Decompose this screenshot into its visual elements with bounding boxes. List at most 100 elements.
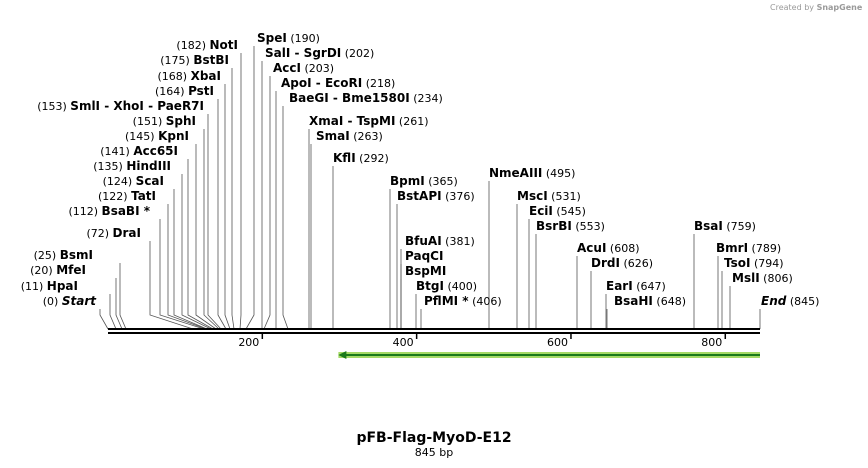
- site-label[interactable]: KflI (292): [333, 151, 389, 165]
- site-label[interactable]: MslI (806): [732, 271, 793, 285]
- site-label[interactable]: BmrI (789): [716, 241, 781, 255]
- site-name: HindIII: [126, 159, 171, 173]
- site-label[interactable]: BfuAI (381): [405, 234, 475, 248]
- site-label[interactable]: SmaI (263): [316, 129, 383, 143]
- site-label[interactable]: AccI (203): [273, 61, 334, 75]
- site-name: BsrBI: [536, 219, 572, 233]
- site-label[interactable]: BsaHI (648): [614, 294, 686, 308]
- site-position: (190): [290, 32, 320, 45]
- site-label[interactable]: EciI (545): [529, 204, 586, 218]
- site-position: (202): [345, 47, 375, 60]
- site-label[interactable]: PflMI * (406): [424, 294, 502, 308]
- site-label[interactable]: BaeGI - Bme1580I (234): [289, 91, 443, 105]
- site-connector: [224, 84, 231, 330]
- site-connector: [239, 53, 242, 330]
- site-label-text: BfuAI (381): [405, 234, 475, 248]
- site-connector: [207, 114, 222, 330]
- site-label[interactable]: (124) ScaI: [103, 174, 164, 188]
- site-position: (175): [160, 54, 190, 67]
- site-label-text: End (845): [761, 294, 819, 308]
- site-label[interactable]: DrdI (626): [591, 256, 653, 270]
- site-position: (263): [353, 130, 383, 143]
- site-label[interactable]: (11) HpaI: [21, 279, 78, 293]
- site-label-text: BstAPI (376): [397, 189, 475, 203]
- site-position: (0): [43, 295, 59, 308]
- site-position: (545): [556, 205, 586, 218]
- site-label[interactable]: AcuI (608): [577, 241, 640, 255]
- site-name: SmlI: [70, 99, 100, 113]
- site-position: (845): [790, 295, 820, 308]
- site-name: SpeI: [257, 31, 287, 45]
- site-label[interactable]: ApoI - EcoRI (218): [281, 76, 395, 90]
- site-label[interactable]: (122) TatI: [98, 189, 156, 203]
- site-connector: [181, 174, 212, 330]
- site-position: (608): [610, 242, 640, 255]
- site-position: (124): [103, 175, 133, 188]
- site-name: NmeAIII: [489, 166, 542, 180]
- site-label[interactable]: NmeAIII (495): [489, 166, 575, 180]
- site-connector: [119, 263, 127, 330]
- site-label[interactable]: MscI (531): [517, 189, 581, 203]
- site-label-text: (11) HpaI: [21, 279, 78, 293]
- site-label-text: (168) XbaI: [158, 69, 222, 83]
- map-length: 845 bp: [415, 446, 453, 459]
- site-label[interactable]: XmaI - TspMI (261): [309, 114, 429, 128]
- site-label[interactable]: (135) HindIII: [93, 159, 171, 173]
- site-label[interactable]: (141) Acc65I: [100, 144, 178, 158]
- ruler-tick-label: 800: [701, 336, 722, 349]
- site-position: (531): [551, 190, 581, 203]
- site-label[interactable]: EarI (647): [606, 279, 666, 293]
- site-position: (168): [158, 70, 188, 83]
- site-label[interactable]: (20) MfeI: [30, 263, 86, 277]
- site-label[interactable]: (164) PstI: [155, 84, 214, 98]
- site-label[interactable]: SpeI (190): [257, 31, 320, 45]
- site-name: EciI: [529, 204, 553, 218]
- site-label-text: (145) KpnI: [125, 129, 189, 143]
- site-label-text: NmeAIII (495): [489, 166, 575, 180]
- site-label[interactable]: (25) BsmI: [34, 248, 93, 262]
- site-connector: [263, 76, 271, 330]
- site-name: PaqCI: [405, 249, 443, 263]
- site-name: Start: [62, 294, 97, 308]
- site-label[interactable]: TsoI (794): [724, 256, 784, 270]
- site-label[interactable]: (153) SmlI - XhoI - PaeR7I: [37, 99, 204, 113]
- site-label-text: BspMI: [405, 264, 446, 278]
- site-label-text: BtgI (400): [416, 279, 477, 293]
- site-label-text: PaqCI: [405, 249, 443, 263]
- site-label-text: BmrI (789): [716, 241, 781, 255]
- site-label-text: (135) HindIII: [93, 159, 171, 173]
- site-label[interactable]: BsaI (759): [694, 219, 756, 233]
- site-label[interactable]: (168) XbaI: [158, 69, 222, 83]
- site-label[interactable]: (182) NotI: [176, 38, 238, 52]
- feature-arrow: [338, 351, 760, 359]
- site-name: XbaI: [191, 69, 221, 83]
- site-label[interactable]: (145) KpnI: [125, 129, 189, 143]
- site-name: MslI: [732, 271, 760, 285]
- site-label[interactable]: BspMI: [405, 264, 446, 278]
- site-label-text: BsaHI (648): [614, 294, 686, 308]
- site-name: SphI: [166, 114, 196, 128]
- site-label[interactable]: BsrBI (553): [536, 219, 605, 233]
- site-connector: [149, 241, 194, 330]
- site-connector: [217, 99, 227, 330]
- site-label[interactable]: PaqCI: [405, 249, 443, 263]
- site-label[interactable]: BstAPI (376): [397, 189, 475, 203]
- site-label[interactable]: (72) DraI: [86, 226, 141, 240]
- site-name: MscI: [517, 189, 548, 203]
- site-label-text: BpmI (365): [390, 174, 458, 188]
- site-label-text: (20) MfeI: [30, 263, 86, 277]
- site-position: (153): [37, 100, 67, 113]
- site-connector: [159, 219, 205, 330]
- site-label-text: DrdI (626): [591, 256, 653, 270]
- site-position: (292): [359, 152, 389, 165]
- site-name: AcuI: [577, 241, 606, 255]
- site-label[interactable]: (175) BstBI: [160, 53, 229, 67]
- site-label[interactable]: BpmI (365): [390, 174, 458, 188]
- site-label[interactable]: (0) Start: [43, 294, 97, 308]
- site-label[interactable]: End (845): [761, 294, 819, 308]
- site-label[interactable]: SalI - SgrDI (202): [265, 46, 374, 60]
- site-label[interactable]: BtgI (400): [416, 279, 477, 293]
- site-label[interactable]: (112) BsaBI *: [68, 204, 150, 218]
- site-connector: [187, 159, 214, 330]
- site-label[interactable]: (151) SphI: [133, 114, 196, 128]
